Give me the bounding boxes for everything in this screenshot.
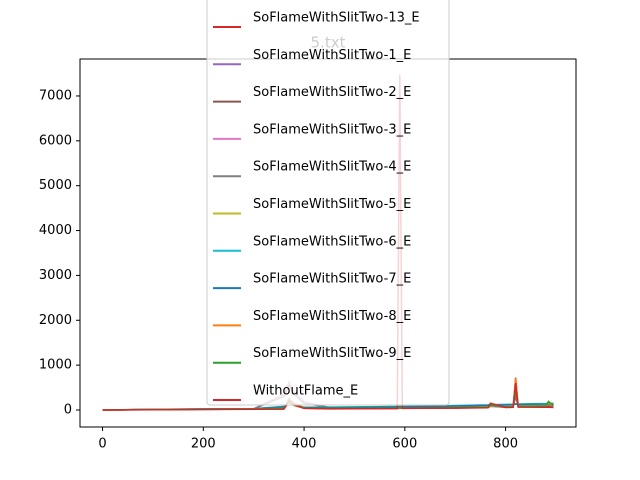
y-tick-label: 7000 xyxy=(39,88,72,103)
x-tick-label: 400 xyxy=(292,437,317,452)
y-tick-label: 5000 xyxy=(39,178,72,193)
x-tick-label: 0 xyxy=(98,437,106,452)
plot-lines xyxy=(102,74,554,411)
legend-label: SoFlameWithSlitTwo-4_E xyxy=(253,160,411,175)
legend-label: SoFlameWithSlitTwo-8_E xyxy=(253,309,411,324)
series-line xyxy=(102,400,554,411)
y-tick-label: 6000 xyxy=(39,133,72,148)
legend-label: SoFlameWithSlitTwo-1_E xyxy=(253,48,411,63)
legend-label: SoFlameWithSlitTwo-13_E xyxy=(253,11,420,26)
x-tick-label: 800 xyxy=(493,437,518,452)
y-tick-label: 3000 xyxy=(39,268,72,283)
x-tick-label: 200 xyxy=(191,437,216,452)
legend-label: SoFlameWithSlitTwo-3_E xyxy=(253,122,411,137)
legend-label: SoFlameWithSlitTwo-2_E xyxy=(253,85,411,100)
legend-label: SoFlameWithSlitTwo-7_E xyxy=(253,272,411,287)
x-tick-label: 600 xyxy=(392,437,417,452)
legend-label: SoFlameWithSlitTwo-5_E xyxy=(253,197,411,212)
legend-label: SoFlameWithSlitTwo-6_E xyxy=(253,234,411,249)
legend-label: SoFlameWithSlitTwo-9_E xyxy=(253,346,411,361)
legend-label: WithoutFlame_E xyxy=(253,384,358,399)
y-tick-label: 0 xyxy=(64,402,72,417)
axes: 0 200 400 600 800 0 1000 2000 3000 4000 5000 6000 70… xyxy=(39,88,518,451)
y-tick-label: 1000 xyxy=(39,358,72,373)
y-tick-label: 4000 xyxy=(39,223,72,238)
legend-box xyxy=(206,0,450,406)
y-tick-label: 2000 xyxy=(39,313,72,328)
legend: SoFlameWithSlitTwo-13_E SoFlameWithSlitTw… xyxy=(213,11,420,401)
